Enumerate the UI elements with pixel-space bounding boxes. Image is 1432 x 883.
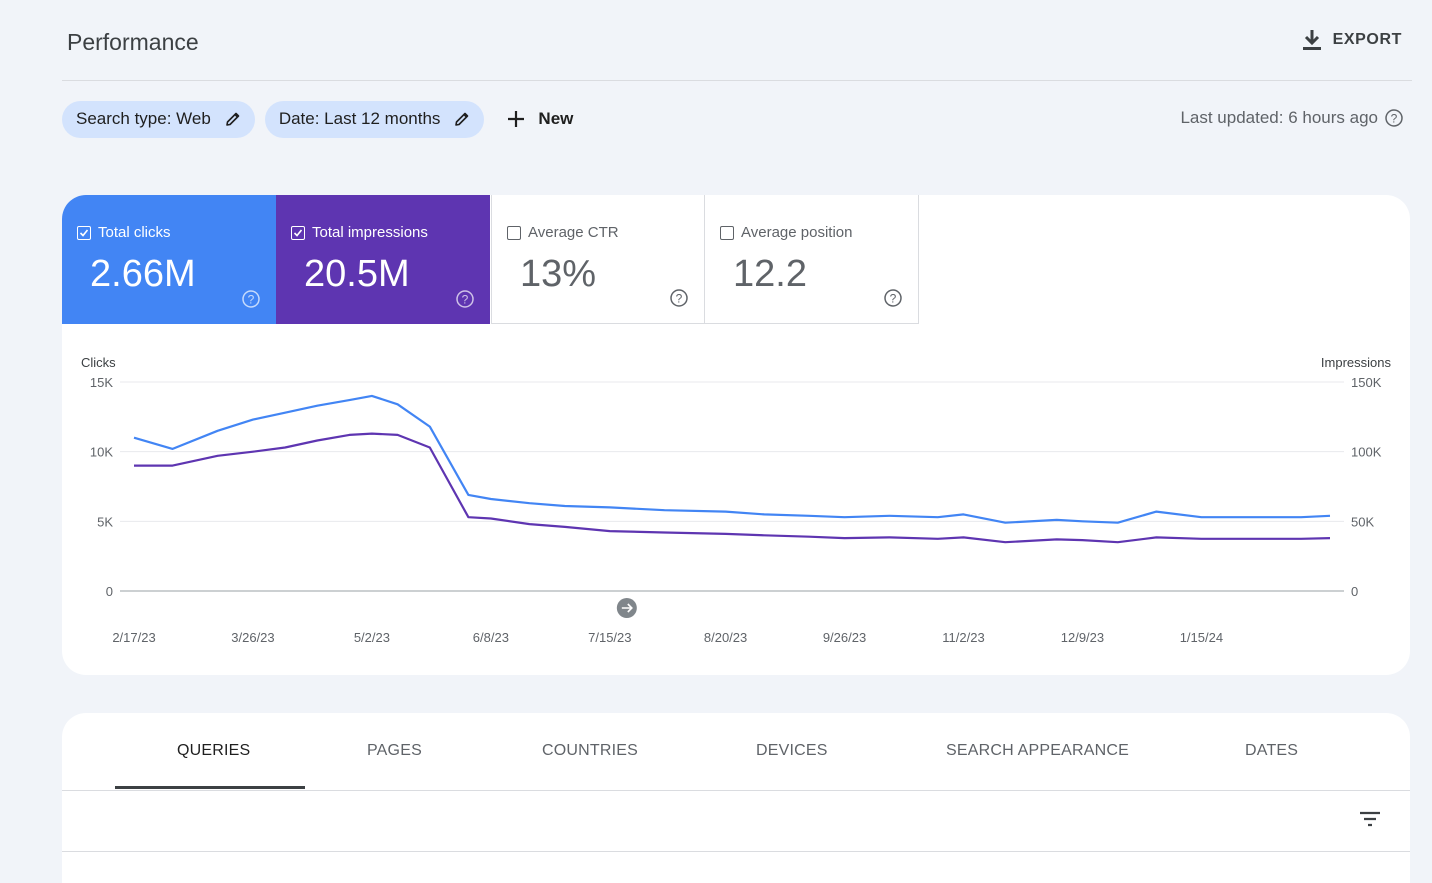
performance-chart: 15K 150K 10K 100K 5K 50K 0 0 Clicks Impressions 2/… [81, 355, 1392, 645]
x-tick-label: 6/8/23 [473, 630, 509, 645]
dimension-tabs: QUERIES PAGES COUNTRIES DEVICES SEARCH A… [62, 713, 1410, 791]
metric-average-position[interactable]: Average position 12.2 ? [705, 195, 919, 324]
help-icon[interactable]: ? [1384, 108, 1404, 128]
metric-average-ctr[interactable]: Average CTR 13% ? [491, 195, 705, 324]
metric-value: 12.2 [733, 253, 807, 295]
filter-icon[interactable] [1358, 809, 1382, 829]
active-tab-indicator [115, 786, 305, 789]
new-filter-button[interactable]: New [494, 109, 585, 129]
performance-card: Total clicks 2.66M ? Total impressions 2… [62, 195, 1410, 675]
page-title: Performance [67, 29, 199, 55]
page-header: Performance EXPORT [62, 0, 1412, 81]
last-updated-text: Last updated: 6 hours ago [1180, 108, 1378, 127]
checkbox-checked-icon[interactable] [291, 225, 305, 240]
details-card: QUERIES PAGES COUNTRIES DEVICES SEARCH A… [62, 713, 1410, 883]
checkbox-checked-icon[interactable] [77, 225, 91, 240]
x-tick-label: 11/2/23 [942, 630, 984, 645]
metric-label: Total impressions [312, 224, 428, 241]
y-left-tick-label: 15K [90, 375, 113, 390]
y-left-axis-label: Clicks [81, 355, 116, 370]
search-type-chip[interactable]: Search type: Web [62, 100, 255, 138]
x-tick-label: 2/17/23 [112, 630, 155, 645]
edit-pencil-icon [455, 112, 469, 126]
y-right-tick-label: 100K [1351, 445, 1382, 460]
y-right-tick-label: 150K [1351, 375, 1382, 390]
tab-queries[interactable]: QUERIES [177, 742, 251, 759]
metric-value: 13% [520, 253, 597, 295]
svg-text:?: ? [1391, 112, 1398, 126]
tab-pages[interactable]: PAGES [367, 742, 422, 759]
plus-icon [508, 111, 525, 127]
checkbox-unchecked-icon[interactable] [507, 225, 521, 240]
metric-value: 20.5M [304, 253, 410, 295]
new-filter-label: New [538, 109, 574, 128]
metric-label: Average position [741, 224, 853, 241]
help-icon[interactable]: ? [669, 288, 689, 308]
svg-text:?: ? [676, 292, 683, 306]
x-tick-label: 9/26/23 [823, 630, 866, 645]
x-tick-label: 5/2/23 [354, 630, 390, 645]
y-left-tick-label: 10K [90, 445, 113, 460]
checkbox-unchecked-icon[interactable] [720, 225, 734, 240]
y-left-tick-label: 0 [106, 584, 113, 599]
tab-devices[interactable]: DEVICES [756, 742, 828, 759]
x-tick-label: 3/26/23 [231, 630, 274, 645]
series-line [133, 394, 1331, 524]
download-icon [1302, 30, 1321, 50]
svg-text:?: ? [462, 293, 469, 307]
x-tick-label: 1/15/24 [1180, 630, 1223, 645]
arrow-right-icon [621, 603, 633, 613]
help-icon[interactable]: ? [455, 289, 475, 309]
x-tick-label: 7/15/23 [588, 630, 631, 645]
export-button[interactable]: EXPORT [1301, 28, 1402, 52]
y-left-tick-label: 5K [97, 514, 113, 529]
series-line [134, 432, 1331, 544]
edit-pencil-icon [226, 112, 240, 126]
metric-label: Average CTR [528, 224, 619, 241]
metric-label: Total clicks [98, 224, 171, 241]
help-icon[interactable]: ? [883, 288, 903, 308]
metric-total-clicks[interactable]: Total clicks 2.66M ? [62, 195, 276, 324]
date-range-label: Date: Last 12 months [278, 109, 441, 128]
y-right-tick-label: 0 [1351, 584, 1358, 599]
y-right-axis-label: Impressions [1321, 355, 1392, 370]
metric-value: 2.66M [90, 253, 196, 295]
tab-countries[interactable]: COUNTRIES [542, 742, 639, 759]
help-icon[interactable]: ? [241, 289, 261, 309]
x-tick-label: 12/9/23 [1061, 630, 1104, 645]
search-type-label: Search type: Web [76, 109, 211, 128]
x-tick-label: 8/20/23 [704, 630, 747, 645]
metric-total-impressions[interactable]: Total impressions 20.5M ? [276, 195, 490, 324]
tab-search-appearance[interactable]: SEARCH APPEARANCE [946, 742, 1130, 759]
divider [62, 851, 1410, 852]
filter-bar: Search type: Web Date: Last 12 months Ne… [62, 100, 585, 138]
export-label: EXPORT [1332, 31, 1402, 48]
date-range-chip[interactable]: Date: Last 12 months [264, 100, 485, 138]
y-right-tick-label: 50K [1351, 514, 1374, 529]
last-updated-status: Last updated: 6 hours ago ? [1180, 108, 1404, 128]
tab-dates[interactable]: DATES [1245, 742, 1299, 759]
svg-text:?: ? [890, 292, 897, 306]
svg-text:?: ? [248, 293, 255, 307]
